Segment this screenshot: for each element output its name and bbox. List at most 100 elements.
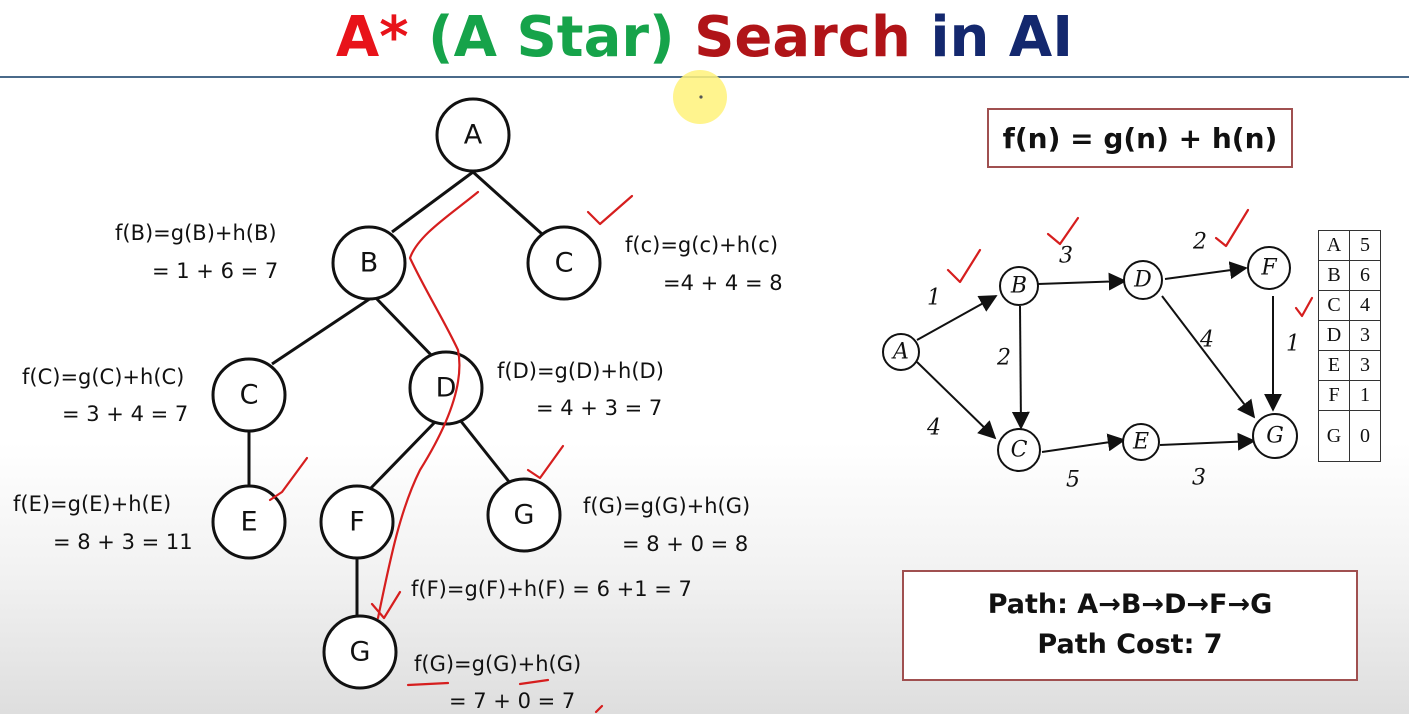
path-result-box: Path: A→B→D→F→G Path Cost: 7 [902, 570, 1358, 681]
tree-node-e [211, 484, 287, 560]
red-underline-g [406, 681, 450, 687]
tree-node-f [319, 484, 395, 560]
edge-weight-f-g: 1 [1286, 332, 1300, 357]
table-cell: A [1318, 230, 1350, 261]
red-check-g-right [526, 444, 565, 480]
graph-node-c [997, 428, 1041, 472]
table-cell: 4 [1349, 290, 1381, 321]
tree-node-label: A [464, 120, 483, 151]
tree-node-label: F [349, 507, 365, 538]
tree-node-c-top [526, 225, 602, 301]
table-cell: F [1318, 380, 1350, 411]
tree-edges [247, 170, 544, 617]
table-cell: 3 [1349, 320, 1381, 351]
red-check-graph-a-b [946, 248, 982, 284]
red-check-graph-f-g [1294, 296, 1314, 318]
tree-node-label: E [240, 507, 257, 538]
annotation-c-top-formula: f(c)=g(c)+h(c) [625, 233, 778, 257]
tree-node-label: G [350, 637, 371, 668]
tree-node-a [435, 97, 511, 173]
table-cell: E [1318, 350, 1350, 381]
edge-weight-d-f: 2 [1192, 230, 1207, 255]
graph-node-label: F [1260, 256, 1277, 281]
cursor-dot [699, 95, 703, 99]
annotation-d-value: = 4 + 3 = 7 [536, 396, 662, 420]
edge-weight-b-d: 3 [1059, 244, 1073, 269]
table-cell: C [1318, 290, 1350, 321]
red-path-trace [376, 190, 480, 620]
tree-node-g-bottom [322, 614, 398, 690]
formula-text: f(n) = g(n) + h(n) [1002, 121, 1278, 155]
path-cost-text: Path Cost: 7 [1037, 629, 1223, 660]
annotation-c-left-formula: f(C)=g(C)+h(C) [22, 365, 184, 389]
table-cell: 6 [1349, 260, 1381, 291]
red-check-graph-b-d [1046, 216, 1080, 246]
red-underline-h [518, 678, 550, 686]
tree-node-label: C [240, 380, 259, 411]
graph-node-label: D [1133, 268, 1152, 293]
tree-node-label: B [360, 248, 379, 279]
annotation-f: f(F)=g(F)+h(F) = 6 +1 = 7 [411, 577, 692, 601]
graph-node-e [1122, 423, 1160, 461]
graph-node-label: E [1132, 430, 1149, 455]
red-mark [594, 704, 604, 714]
annotation-g-right-value: = 8 + 0 = 8 [622, 532, 748, 556]
title-part-1: A* [335, 5, 409, 70]
graph-edges [916, 261, 1282, 453]
annotation-g-bottom-formula: f(G)=g(G)+h(G) [414, 652, 581, 676]
annotation-e-formula: f(E)=g(E)+h(E) [13, 492, 171, 516]
graph-node-b [999, 266, 1039, 306]
title-part-3: Search [694, 5, 911, 70]
red-check-e [268, 456, 309, 502]
tree-node-g-right [486, 477, 562, 553]
annotation-c-left-value: = 3 + 4 = 7 [62, 402, 188, 426]
graph-node-label: C [1011, 438, 1028, 463]
red-check-c-top [586, 194, 634, 226]
table-cell: 3 [1349, 350, 1381, 381]
annotation-b-value: = 1 + 6 = 7 [152, 259, 278, 283]
annotation-g-right-formula: f(G)=g(G)+h(G) [583, 494, 750, 518]
tree-node-d [408, 350, 484, 426]
edge-weight-a-c: 4 [926, 416, 941, 441]
annotation-b-formula: f(B)=g(B)+h(B) [115, 221, 277, 245]
annotation-c-top-value: =4 + 4 = 8 [663, 271, 783, 295]
graph-node-label: G [1266, 424, 1284, 449]
table-cell: B [1318, 260, 1350, 291]
annotation-g-bottom-value: = 7 + 0 = 7 [449, 689, 575, 713]
tree-node-b [331, 225, 407, 301]
edge-weight-c-e: 5 [1066, 468, 1080, 493]
edge-weight-e-g: 3 [1192, 466, 1206, 491]
graph-node-label: B [1010, 274, 1027, 299]
edge-weight-d-g: 4 [1199, 328, 1214, 353]
table-cell: G [1318, 410, 1350, 462]
edge-weight-a-b: 1 [927, 286, 941, 311]
tree-node-label: C [555, 248, 574, 279]
graph-node-f [1247, 246, 1291, 290]
title-part-4: in AI [930, 5, 1074, 70]
annotation-e-value: = 8 + 3 = 11 [53, 530, 193, 554]
graph-node-g [1252, 413, 1298, 459]
graph-node-label: A [891, 340, 909, 365]
page-title: A* (A Star) Search in AI [0, 2, 1409, 74]
annotation-d-formula: f(D)=g(D)+h(D) [497, 359, 664, 383]
table-cell: 0 [1349, 410, 1381, 462]
table-cell: 5 [1349, 230, 1381, 261]
red-check-graph-d-f [1214, 208, 1250, 248]
tree-node-label: G [514, 500, 535, 531]
table-cell: D [1318, 320, 1350, 351]
graph-node-a [882, 333, 920, 371]
tree-node-label: D [436, 373, 457, 404]
path-text: Path: A→B→D→F→G [987, 589, 1273, 620]
formula-box: f(n) = g(n) + h(n) [987, 108, 1293, 168]
table-cell: 1 [1349, 380, 1381, 411]
graph-node-d [1123, 260, 1163, 300]
